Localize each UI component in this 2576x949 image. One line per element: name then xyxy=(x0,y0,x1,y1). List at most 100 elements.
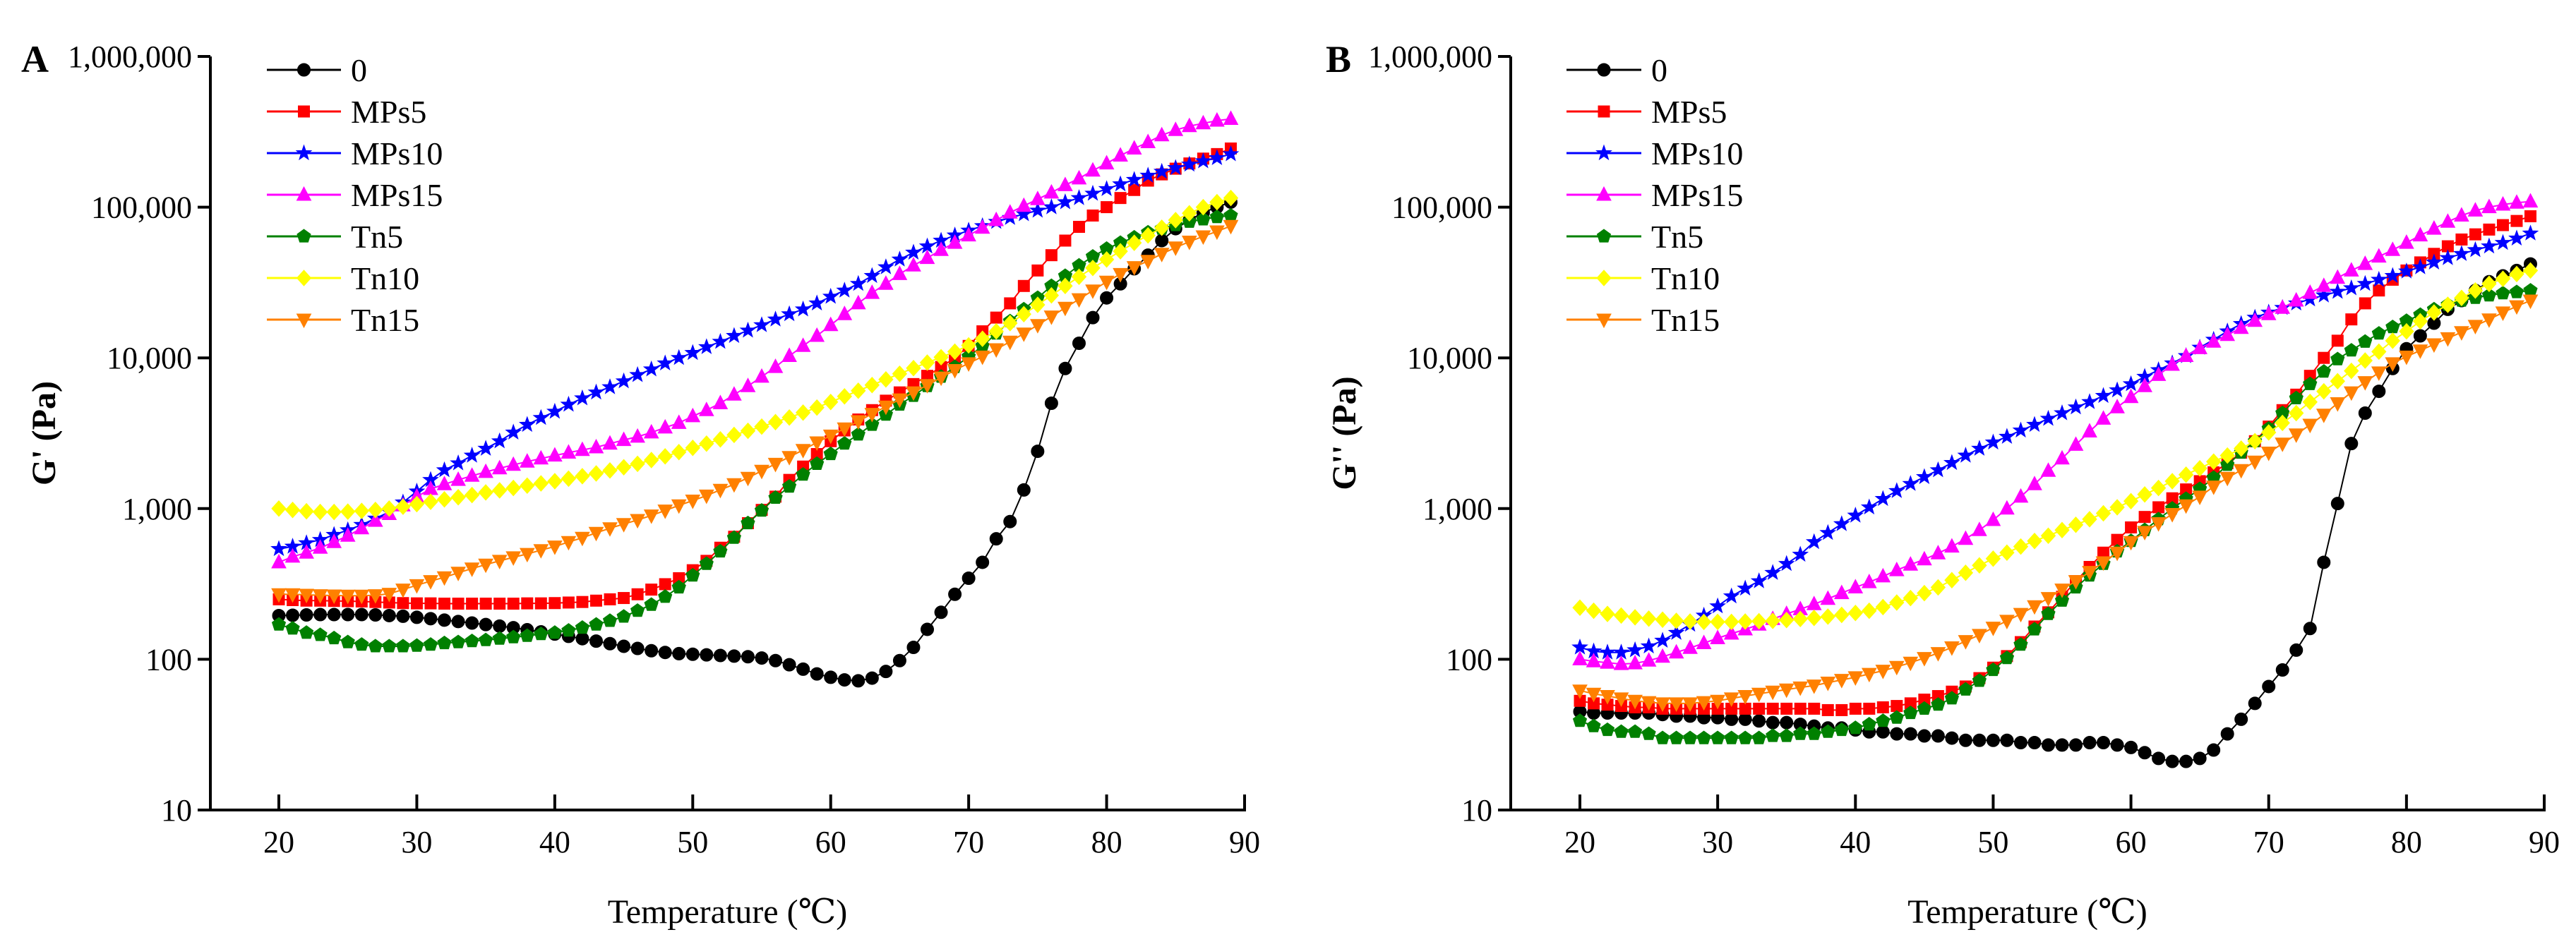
data-point xyxy=(1043,183,1060,199)
data-point xyxy=(450,454,467,471)
data-point xyxy=(532,409,550,425)
data-point xyxy=(1792,681,1809,696)
series-line xyxy=(279,225,1231,597)
data-point xyxy=(754,418,769,435)
data-point xyxy=(1808,702,1821,715)
data-point xyxy=(671,579,686,594)
data-point xyxy=(478,558,493,574)
data-point xyxy=(2219,471,2236,487)
data-point xyxy=(947,364,963,379)
data-point xyxy=(933,349,949,366)
data-point xyxy=(2358,406,2372,420)
data-point xyxy=(2371,248,2387,263)
data-point xyxy=(312,589,328,604)
legend-label: MPs5 xyxy=(1651,94,1727,130)
data-point xyxy=(990,311,1002,324)
data-point xyxy=(698,401,714,416)
data-point xyxy=(1929,461,1947,478)
data-point xyxy=(1627,609,1643,626)
data-point xyxy=(1917,584,1932,602)
data-point xyxy=(767,310,784,327)
data-point xyxy=(1888,660,1905,676)
data-point xyxy=(1874,490,1892,507)
data-point xyxy=(2330,397,2346,412)
y-tick-label: 1,000 xyxy=(1422,492,1492,526)
data-point xyxy=(1043,310,1060,325)
data-point xyxy=(299,544,314,559)
data-point xyxy=(1875,665,1891,679)
data-point xyxy=(2137,526,2152,540)
data-point xyxy=(1641,652,1657,667)
data-point xyxy=(781,409,797,426)
data-point xyxy=(2495,195,2511,211)
data-point xyxy=(1820,608,1835,625)
legend-label: Tn5 xyxy=(351,219,403,255)
data-point xyxy=(2524,210,2536,223)
data-point xyxy=(2233,464,2249,479)
legend-item: Tn15 xyxy=(1566,302,1720,338)
legend-item: MPs5 xyxy=(267,94,426,130)
data-point xyxy=(795,337,811,352)
data-point xyxy=(327,608,341,622)
data-point xyxy=(424,612,438,626)
data-point xyxy=(2522,294,2539,310)
data-point xyxy=(2055,738,2069,752)
data-point xyxy=(808,294,825,310)
data-point xyxy=(452,598,465,610)
data-point xyxy=(1209,225,1225,241)
data-point xyxy=(1723,587,1740,604)
data-point xyxy=(1181,117,1197,133)
data-point xyxy=(1805,533,1823,550)
data-point xyxy=(2207,743,2221,757)
data-point xyxy=(629,365,647,382)
data-point xyxy=(1016,327,1032,342)
data-point xyxy=(2262,679,2276,694)
data-point xyxy=(769,653,783,667)
data-point xyxy=(1779,612,1795,629)
data-point xyxy=(478,463,493,478)
data-point xyxy=(1903,556,1919,571)
data-point xyxy=(1725,712,1739,726)
data-point xyxy=(1168,121,1184,136)
data-point xyxy=(1668,643,1684,659)
data-point xyxy=(1806,596,1822,610)
data-point xyxy=(850,294,866,310)
data-point xyxy=(1167,159,1185,176)
data-point xyxy=(851,382,866,399)
legend-item: 0 xyxy=(1566,52,1667,88)
data-point xyxy=(534,627,549,641)
data-point xyxy=(2425,253,2443,270)
data-point xyxy=(2040,462,2056,477)
data-point xyxy=(2481,237,2498,254)
legend-marker xyxy=(1596,229,1612,243)
data-point xyxy=(1016,197,1032,212)
data-point xyxy=(2054,521,2070,539)
data-point xyxy=(2481,287,2497,302)
data-point xyxy=(2275,414,2290,432)
data-point xyxy=(1985,550,2001,567)
data-point xyxy=(465,633,479,648)
data-point xyxy=(1876,725,1890,739)
data-point xyxy=(286,608,300,622)
data-point xyxy=(2330,373,2345,390)
data-point xyxy=(1863,702,1876,715)
data-point xyxy=(505,551,522,566)
data-point xyxy=(2522,224,2539,241)
data-point xyxy=(588,438,604,454)
data-point xyxy=(1655,648,1670,663)
data-point xyxy=(450,634,466,648)
data-point xyxy=(892,265,908,280)
data-point xyxy=(1209,149,1226,165)
data-point xyxy=(1126,140,1142,155)
data-point xyxy=(436,491,453,508)
data-point xyxy=(506,629,521,643)
data-point xyxy=(2371,326,2386,340)
data-point xyxy=(919,354,935,371)
data-point xyxy=(2275,299,2291,314)
data-point xyxy=(271,553,287,569)
data-point xyxy=(809,327,825,342)
data-point xyxy=(1780,702,1793,715)
data-point xyxy=(1793,726,1808,740)
data-point xyxy=(602,522,618,537)
data-point xyxy=(1972,733,1987,747)
